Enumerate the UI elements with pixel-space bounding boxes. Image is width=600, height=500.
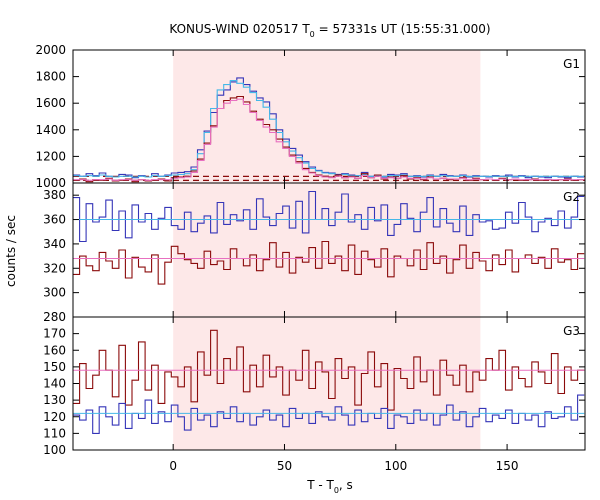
y-axis-label: counts / sec [4, 215, 18, 287]
chart-title: KONUS-WIND 020517 T0 = 57331s UT (15:55:… [169, 22, 490, 39]
y-tick-label: 360 [43, 213, 66, 227]
y-tick-label: 130 [43, 393, 66, 407]
y-tick-label: 160 [43, 343, 66, 357]
y-tick-label: 280 [43, 310, 66, 324]
panel-label-g3: G3 [563, 324, 580, 338]
y-tick-label: 1000 [35, 176, 66, 190]
x-axis-label-rest: , s [339, 478, 353, 492]
y-tick-label: 1400 [35, 123, 66, 137]
y-tick-label: 150 [43, 360, 66, 374]
y-tick-label: 300 [43, 286, 66, 300]
chart-title-main: KONUS-WIND 020517 T [169, 22, 310, 36]
x-tick-label: 100 [384, 459, 407, 473]
y-tick-label: 1600 [35, 96, 66, 110]
y-tick-label: 1800 [35, 70, 66, 84]
y-tick-label: 100 [43, 443, 66, 457]
y-tick-label: 340 [43, 237, 66, 251]
x-tick-label: 50 [277, 459, 292, 473]
x-tick-label: 150 [496, 459, 519, 473]
chart-title-rest: = 57331s UT (15:55:31.000) [315, 22, 491, 36]
y-tick-label: 120 [43, 410, 66, 424]
y-tick-label: 1200 [35, 149, 66, 163]
panel-g3-series [73, 329, 585, 434]
series-g2-dark-red [73, 240, 585, 285]
x-axis-label-main: T - T [306, 478, 334, 492]
panel-g1-series [73, 77, 585, 183]
series-g3-dark-red [73, 329, 585, 411]
panel-label-g2: G2 [563, 190, 580, 204]
y-tick-label: 110 [43, 426, 66, 440]
series-g1-light-blue [73, 80, 585, 178]
y-tick-label: 380 [43, 188, 66, 202]
y-tick-label: 2000 [35, 43, 66, 57]
x-axis-label-subscript: 0 [334, 486, 339, 495]
panel-label-g1: G1 [563, 57, 580, 71]
panel-g2-series [73, 190, 585, 285]
chart-title-subscript: 0 [310, 30, 315, 39]
series-g2-dark-blue [73, 190, 585, 243]
shaded-interval [173, 50, 481, 450]
y-tick-label: 140 [43, 377, 66, 391]
plot-area: 100012001400160018002000G128030032034036… [35, 43, 586, 473]
y-tick-label: 320 [43, 261, 66, 275]
x-tick-label: 0 [169, 459, 177, 473]
series-g1-pink [73, 98, 585, 181]
y-tick-label: 170 [43, 327, 66, 341]
x-axis-label: T - T0, s [306, 478, 353, 495]
